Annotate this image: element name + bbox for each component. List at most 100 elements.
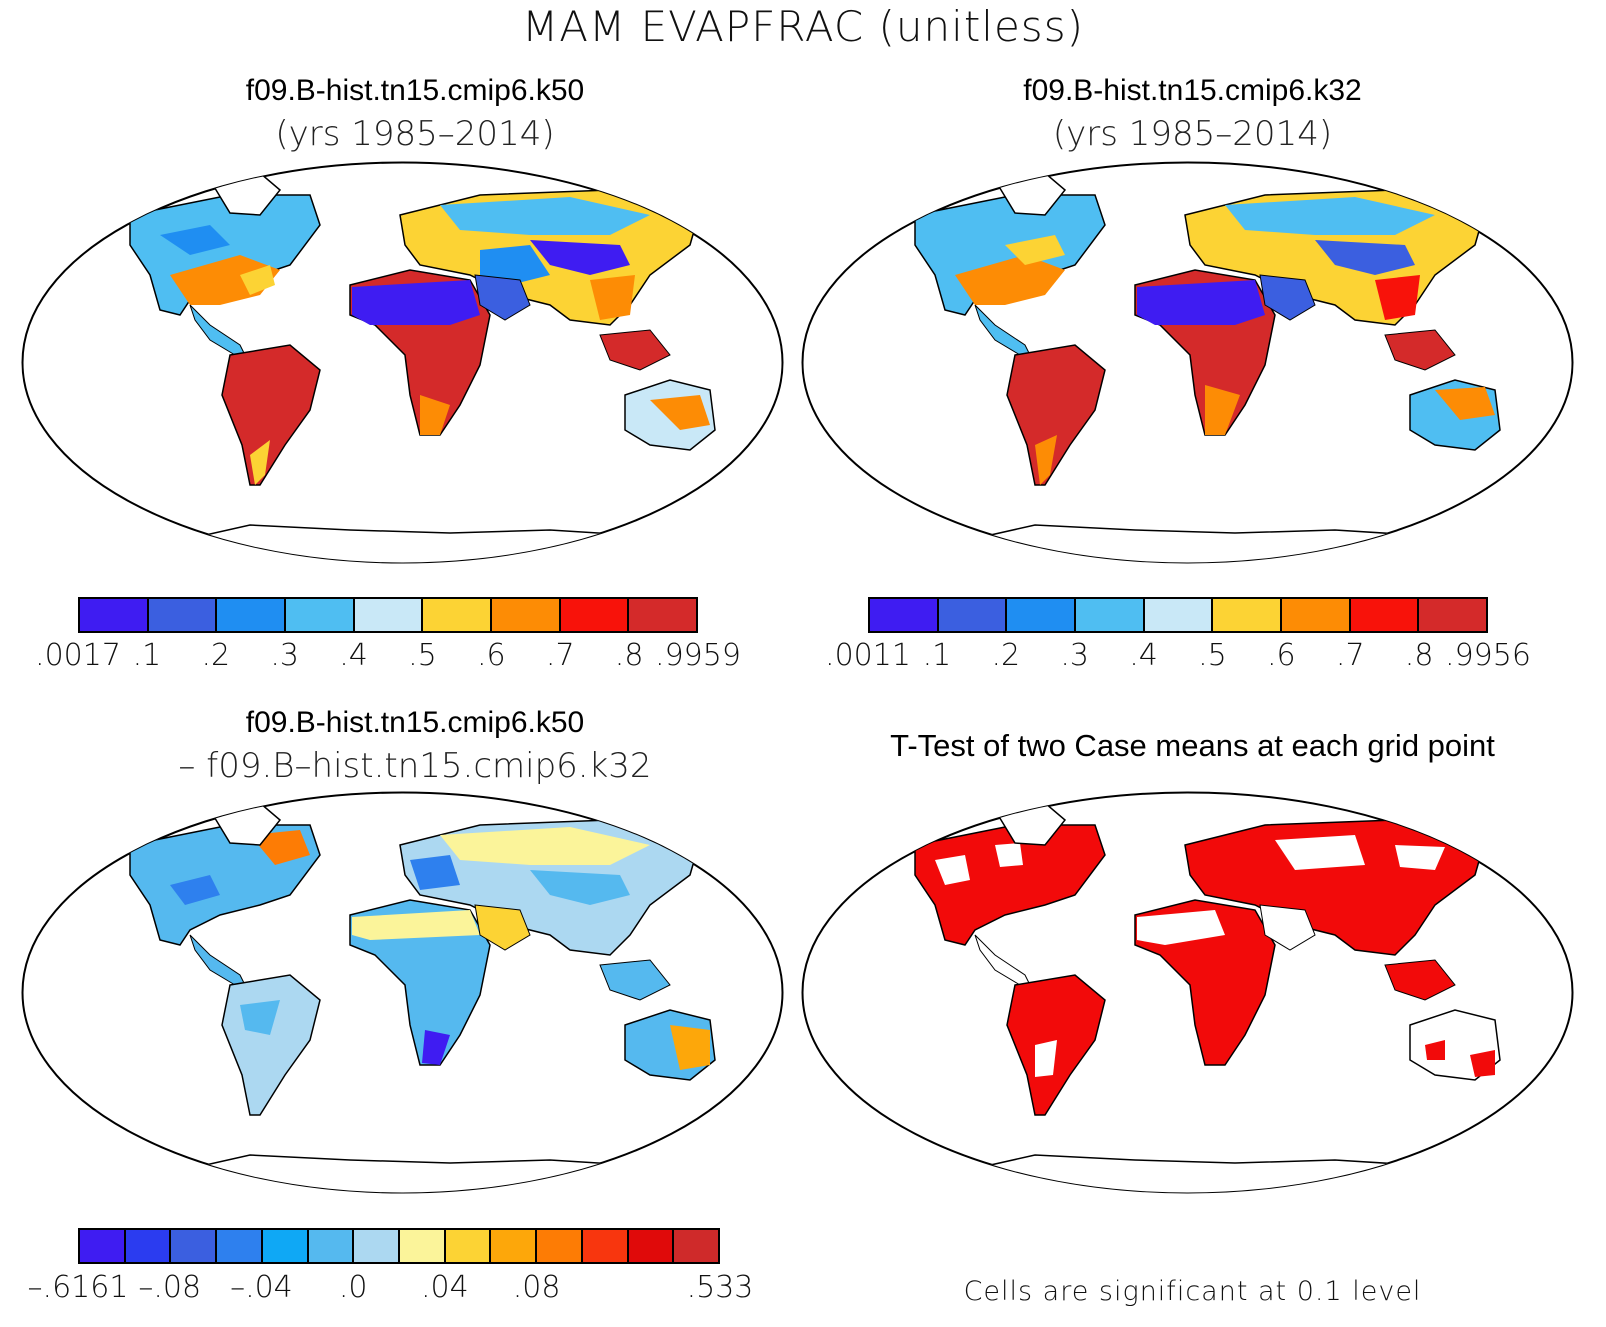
north-america [129, 194, 321, 316]
map-top-right [801, 161, 1574, 564]
colorbar-ticks-top-left: .0017 .1 .2 .3 .4 .5 .6 .7 .8 .9959 [35, 638, 741, 673]
eurasia [399, 819, 701, 956]
colorbar-tick-label: .4 [1129, 638, 1158, 673]
colorbar-tick-label: .2 [201, 638, 231, 673]
colorbar-tick-label: .08 [512, 1270, 561, 1305]
south-america [1006, 344, 1106, 486]
colorbar-tick-label: .4 [339, 638, 368, 673]
colorbar-swatch [582, 1230, 629, 1262]
colorbar-tick-label: .0 [338, 1270, 368, 1305]
colorbar-tick-label: .533 [686, 1270, 754, 1305]
colorbar-swatch [870, 599, 939, 631]
middle-east [1259, 904, 1316, 951]
colorbar-swatch [491, 1230, 538, 1262]
colorbar-swatch [1213, 599, 1283, 631]
colorbar-swatch [423, 599, 493, 631]
southeast-asia [1384, 329, 1456, 371]
colorbar-tick-label: .8 [1404, 638, 1434, 673]
colorbar-tick-label: .2 [991, 638, 1021, 673]
colorbar-ticks-bottom-left: –.6161 –.08 –.04 .0 .04 .08 .533 [28, 1270, 754, 1305]
colorbar-swatch [674, 1230, 719, 1262]
map-bottom-right [801, 791, 1574, 1194]
africa [349, 269, 491, 436]
southeast-asia [599, 959, 671, 1001]
panel-title-bottom-right: T-Test of two Case means at each grid po… [890, 728, 1495, 763]
antarctica [943, 1154, 1497, 1193]
eurasia [399, 189, 701, 326]
colorbar-swatch [80, 1230, 126, 1262]
colorbar-swatch [1419, 599, 1487, 631]
colorbar-swatch [286, 599, 355, 631]
colorbar-tick-label: –.08 [138, 1270, 202, 1305]
colorbar-top-right [868, 597, 1488, 633]
colorbar-tick-label: –.04 [230, 1270, 293, 1305]
colorbar-swatch [308, 1230, 355, 1262]
north-america [914, 194, 1106, 316]
colorbar-tick-label: .9956 [1445, 638, 1531, 673]
colorbar-tick-label: .0011 [825, 638, 911, 673]
colorbar-tick-label: .6 [1267, 638, 1296, 673]
colorbar-swatch [217, 1230, 263, 1262]
colorbar-swatch [537, 1230, 583, 1262]
south-america [221, 344, 321, 486]
colorbar-swatch [1350, 599, 1420, 631]
colorbar-tick-label: .7 [545, 638, 575, 673]
significance-note: Cells are significant at 0.1 level [963, 1276, 1422, 1307]
panel-title-top-left: f09.B-hist.tn15.cmip6.k50 [245, 74, 585, 107]
middle-east [474, 904, 531, 951]
colorbar-swatch [1282, 599, 1351, 631]
colorbar-swatch [354, 599, 424, 631]
colorbar-tick-label: .5 [1198, 638, 1227, 673]
colorbar-tick-label: .9959 [655, 638, 741, 673]
panel-title-bottom-left: f09.B-hist.tn15.cmip6.k50 [245, 706, 585, 739]
colorbar-swatch [171, 1230, 218, 1262]
colorbar-swatch [400, 1230, 446, 1262]
colorbar-swatch [1076, 599, 1145, 631]
eurasia [1184, 189, 1486, 326]
colorbar-swatch [492, 599, 561, 631]
southeast-asia [1384, 959, 1456, 1001]
colorbar-tick-label: .3 [1060, 638, 1089, 673]
colorbar-swatch [80, 599, 149, 631]
colorbar-tick-label: .04 [420, 1270, 469, 1305]
panel-subtitle-top-left: (yrs 1985–2014) [275, 114, 555, 154]
figure-title: MAM EVAPFRAC (unitless) [522, 2, 1084, 51]
colorbar-swatch [445, 1230, 492, 1262]
colorbar-tick-label: .1 [132, 638, 162, 673]
colorbar-swatch [148, 599, 218, 631]
antarctica [943, 524, 1497, 563]
africa [1134, 899, 1276, 1066]
colorbar-bottom-left [78, 1228, 720, 1264]
colorbar-ticks-top-right: .0011 .1 .2 .3 .4 .5 .6 .7 .8 .9956 [825, 638, 1531, 673]
africa [1134, 269, 1276, 436]
colorbar-tick-label: .6 [477, 638, 506, 673]
map-bottom-left [21, 791, 784, 1194]
middle-east [1259, 274, 1316, 321]
colorbar-tick-label: .5 [408, 638, 437, 673]
colorbar-tick-label: .1 [922, 638, 952, 673]
colorbar-swatch [560, 599, 630, 631]
colorbar-swatch [938, 599, 1008, 631]
south-america [221, 974, 321, 1116]
africa [349, 899, 491, 1066]
north-america [914, 824, 1106, 946]
colorbar-swatch [1144, 599, 1214, 631]
colorbar-top-left [78, 597, 698, 633]
australia [624, 1009, 716, 1081]
south-america [1006, 974, 1106, 1116]
eurasia [1184, 819, 1486, 956]
southeast-asia [599, 329, 671, 371]
australia [624, 379, 716, 451]
colorbar-tick-label: .8 [614, 638, 644, 673]
map-top-left [21, 161, 784, 564]
colorbar-tick-label: .0017 [35, 638, 121, 673]
panel-title-top-right: f09.B-hist.tn15.cmip6.k32 [1023, 74, 1362, 107]
antarctica [158, 1154, 712, 1193]
colorbar-tick-label: –.6161 [27, 1270, 129, 1305]
australia [1409, 379, 1501, 451]
colorbar-tick-label: .7 [1335, 638, 1365, 673]
colorbar-tick-label: .3 [270, 638, 299, 673]
colorbar-swatch [1007, 599, 1077, 631]
panel-subtitle-top-right: (yrs 1985–2014) [1052, 114, 1333, 154]
australia [1409, 1009, 1501, 1081]
